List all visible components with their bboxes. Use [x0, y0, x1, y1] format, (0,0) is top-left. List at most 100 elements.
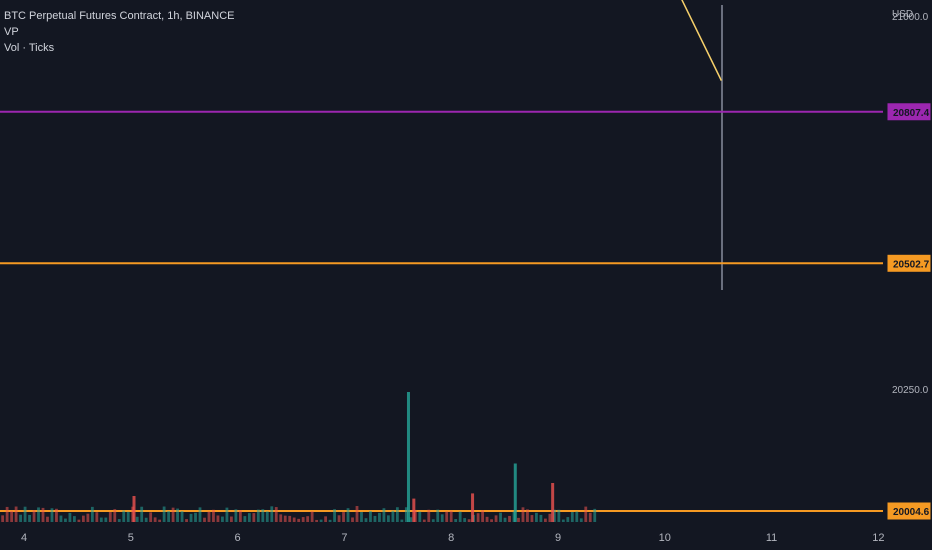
volume-bar	[463, 518, 467, 522]
volume-bar	[126, 511, 130, 522]
time-tick-label: 9	[555, 532, 561, 544]
volume-bar	[19, 514, 22, 522]
volume-bar	[328, 519, 332, 522]
volume-bar	[409, 517, 413, 522]
volume-bar	[324, 516, 328, 522]
volume-bar	[530, 515, 534, 522]
volume-bar	[539, 514, 543, 522]
volume-bar	[28, 514, 31, 522]
time-tick-label: 8	[448, 532, 454, 544]
volume-bar	[10, 510, 14, 522]
volume-bar	[436, 509, 440, 522]
symbol-title[interactable]: BTC Perpetual Futures Contract, 1h, BINA…	[4, 10, 235, 22]
volume-bar	[315, 519, 319, 522]
volume-bar	[575, 511, 579, 522]
price-tick-label: 20250.0	[892, 385, 929, 396]
price-unit-label: USD	[892, 9, 913, 20]
volume-spike	[471, 493, 475, 522]
volume-bar	[395, 507, 399, 522]
volume-bar	[526, 509, 529, 522]
volume-bar	[283, 515, 287, 522]
volume-bar	[81, 515, 85, 522]
volume-bar	[508, 515, 511, 522]
volume-bar	[391, 510, 395, 522]
volume-bar	[342, 512, 345, 522]
volume-bar	[64, 518, 67, 522]
volume-bar	[46, 516, 49, 522]
volume-bar	[566, 517, 570, 522]
volume-bar	[5, 506, 9, 522]
volume-bar	[360, 512, 363, 522]
level-label-box	[887, 254, 931, 272]
volume-bar	[162, 506, 166, 522]
volume-bar	[593, 508, 597, 522]
volume-bar	[243, 516, 247, 522]
volume-bar	[256, 509, 260, 522]
volume-bar	[50, 508, 54, 522]
volume-bar	[422, 519, 426, 522]
volume-bar	[369, 510, 372, 522]
volume-bar	[203, 517, 206, 522]
level-label-20807.4: 20807.4	[893, 108, 930, 119]
volume-bar	[59, 515, 63, 522]
level-label-20004.6: 20004.6	[893, 507, 930, 518]
volume-bar	[68, 512, 72, 522]
volume-bar	[221, 516, 224, 522]
volume-bar	[185, 519, 188, 522]
volume-bar	[400, 519, 404, 522]
volume-bar	[387, 515, 390, 522]
volume-bar	[176, 508, 179, 522]
volume-bar	[225, 507, 229, 522]
volume-bar	[292, 517, 296, 522]
volume-bar	[351, 517, 354, 522]
volume-bar	[198, 507, 202, 522]
volume-bar	[153, 517, 157, 522]
volume-bar	[113, 509, 117, 522]
volume-spike	[551, 483, 555, 522]
volume-bar	[279, 514, 283, 522]
volume-bar	[270, 506, 274, 522]
volume-bar	[378, 512, 381, 522]
volume-bar	[37, 507, 40, 522]
volume-bar	[467, 519, 471, 522]
volume-bar	[449, 510, 453, 522]
volume-bar	[584, 506, 588, 522]
price-tick-label: 21000.0	[892, 12, 929, 23]
volume-bar	[445, 511, 449, 522]
volume-bar	[261, 509, 265, 522]
volume-bar	[404, 507, 408, 522]
volume-bar	[230, 516, 233, 522]
volume-bar	[337, 515, 341, 522]
volume-bar	[234, 509, 238, 522]
volume-bar	[490, 519, 493, 522]
volume-bar	[238, 510, 242, 522]
volume-bar	[310, 511, 314, 522]
volume-bar	[180, 511, 184, 522]
volume-bar	[265, 511, 269, 522]
volume-bar	[503, 517, 507, 522]
volume-bar	[144, 517, 148, 522]
volume-spike	[132, 496, 136, 522]
volume-bar	[499, 512, 502, 522]
time-axis-bg	[0, 527, 932, 550]
volume-bar	[427, 509, 431, 522]
volume-bar	[543, 518, 547, 522]
volume-bar	[189, 513, 193, 522]
volume-bar	[117, 519, 121, 522]
volume-bar	[440, 514, 444, 522]
indicator-volume[interactable]: Vol · Ticks	[4, 42, 55, 54]
volume-bar	[149, 512, 153, 522]
volume-bar	[588, 512, 592, 522]
volume-bar	[108, 512, 112, 522]
volume-bar	[364, 518, 368, 522]
volume-bar	[373, 515, 377, 522]
indicator-vp[interactable]: VP	[4, 26, 19, 38]
level-label-box	[887, 502, 931, 520]
time-tick-label: 11	[766, 532, 777, 544]
volume-bar	[207, 511, 211, 522]
volume-spike	[513, 463, 517, 522]
volume-bar	[431, 519, 435, 522]
